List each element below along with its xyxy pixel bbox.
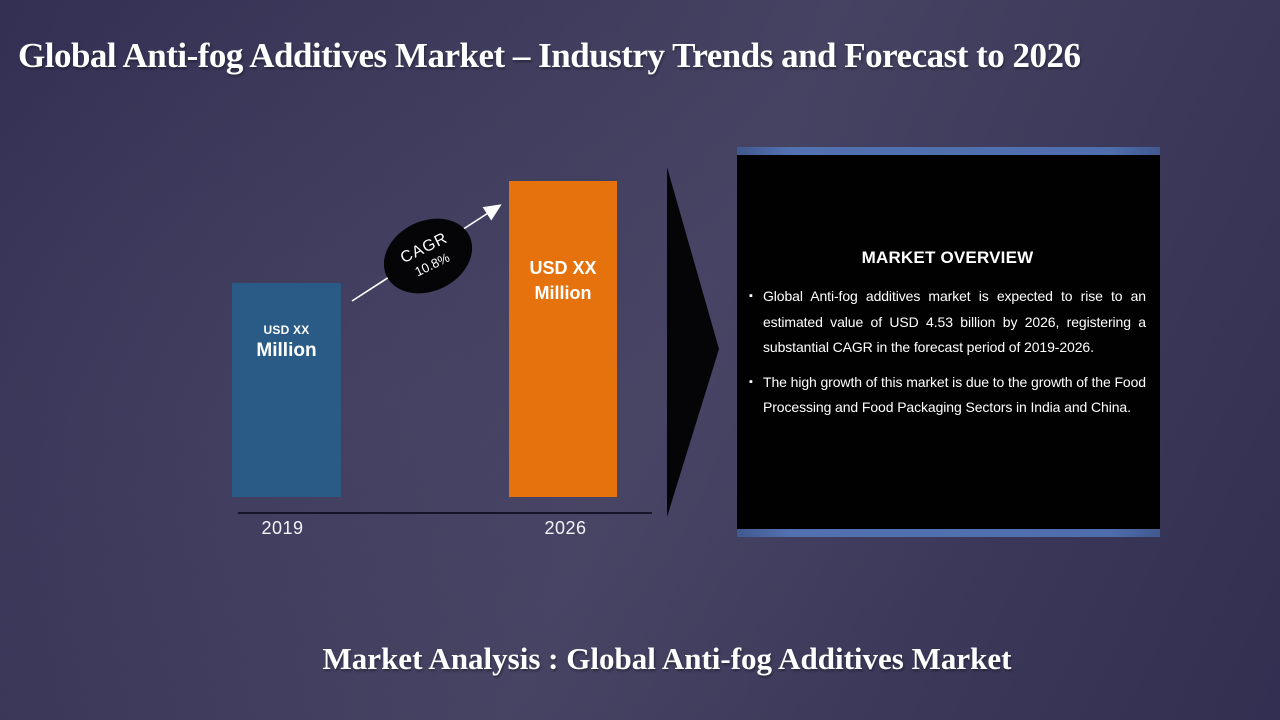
big-right-arrow	[667, 167, 719, 517]
panel-bullet-list: Global Anti-fog additives market is expe…	[749, 284, 1146, 421]
bar-2026: USD XX Million	[509, 181, 617, 497]
bar-2026-value: USD XX	[529, 258, 597, 278]
market-overview-panel: MARKET OVERVIEW Global Anti-fog additive…	[737, 147, 1160, 537]
bullet-item: The high growth of this market is due to…	[749, 370, 1146, 421]
bar-2019: USD XX Million	[232, 283, 341, 497]
footer-title: Market Analysis : Global Anti-fog Additi…	[322, 641, 1012, 676]
x-axis-line	[238, 512, 652, 514]
panel-body: MARKET OVERVIEW Global Anti-fog additive…	[737, 155, 1160, 529]
panel-top-strip	[737, 147, 1160, 155]
bar-2026-unit: Million	[534, 283, 592, 303]
panel-heading: MARKET OVERVIEW	[861, 248, 1034, 267]
x-tick-2019: 2019	[261, 518, 304, 538]
bar-2019-value: USD XX	[263, 323, 310, 337]
page-title: Global Anti-fog Additives Market – Indus…	[18, 36, 1081, 75]
bar-2019-unit: Million	[256, 340, 317, 361]
panel-bottom-strip	[737, 529, 1160, 537]
bullet-item: Global Anti-fog additives market is expe…	[749, 284, 1146, 361]
x-tick-2026: 2026	[544, 518, 587, 538]
